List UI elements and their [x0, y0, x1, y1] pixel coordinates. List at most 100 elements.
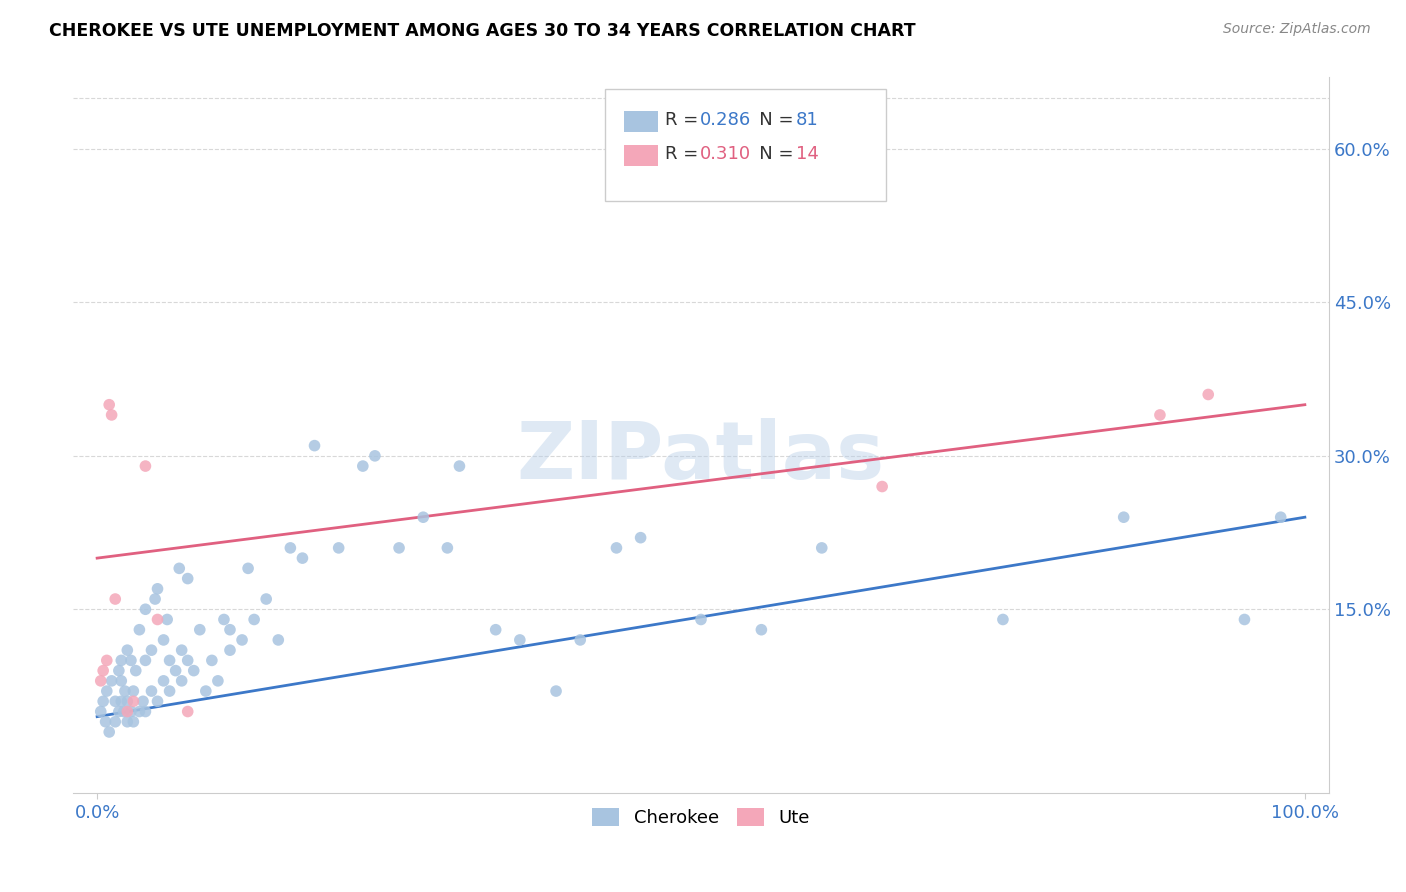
- Point: [1112, 510, 1135, 524]
- Point: [165, 664, 187, 678]
- Point: [146, 582, 169, 596]
- Point: [201, 653, 224, 667]
- Point: [167, 561, 190, 575]
- Point: [110, 673, 132, 688]
- Point: [605, 541, 627, 555]
- Text: 0.286: 0.286: [700, 112, 751, 129]
- Point: [412, 510, 434, 524]
- Point: [104, 714, 127, 729]
- Point: [304, 439, 326, 453]
- Point: [152, 673, 174, 688]
- Point: [388, 541, 411, 555]
- Legend: Cherokee, Ute: Cherokee, Ute: [585, 801, 817, 834]
- Point: [236, 561, 259, 575]
- Point: [1270, 510, 1292, 524]
- Point: [143, 592, 166, 607]
- Point: [141, 643, 163, 657]
- Point: [219, 643, 242, 657]
- Text: Source: ZipAtlas.com: Source: ZipAtlas.com: [1223, 22, 1371, 37]
- Point: [207, 673, 229, 688]
- Point: [117, 694, 139, 708]
- Point: [134, 705, 156, 719]
- Point: [991, 612, 1014, 626]
- Text: R =: R =: [665, 145, 704, 163]
- Point: [100, 673, 122, 688]
- Text: N =: N =: [742, 145, 800, 163]
- Point: [100, 408, 122, 422]
- Point: [291, 551, 314, 566]
- Point: [146, 694, 169, 708]
- Point: [128, 623, 150, 637]
- Point: [231, 632, 253, 647]
- Point: [485, 623, 508, 637]
- Point: [120, 705, 142, 719]
- Point: [159, 684, 181, 698]
- Point: [569, 632, 592, 647]
- Point: [177, 653, 200, 667]
- Point: [183, 664, 205, 678]
- Point: [170, 673, 193, 688]
- Point: [112, 705, 135, 719]
- Point: [1233, 612, 1256, 626]
- Point: [170, 643, 193, 657]
- Point: [108, 664, 131, 678]
- Point: [177, 572, 200, 586]
- Point: [449, 459, 471, 474]
- Point: [152, 632, 174, 647]
- Point: [134, 459, 156, 474]
- Point: [177, 705, 200, 719]
- Text: 81: 81: [796, 112, 818, 129]
- Point: [134, 602, 156, 616]
- Point: [751, 623, 773, 637]
- Point: [90, 673, 112, 688]
- Point: [219, 623, 242, 637]
- Point: [630, 531, 652, 545]
- Point: [364, 449, 387, 463]
- Point: [91, 664, 114, 678]
- Point: [122, 694, 145, 708]
- Text: ZIPatlas: ZIPatlas: [517, 417, 886, 496]
- Point: [544, 684, 567, 698]
- Point: [509, 632, 531, 647]
- Point: [267, 632, 290, 647]
- Point: [122, 714, 145, 729]
- Point: [194, 684, 217, 698]
- Point: [132, 694, 155, 708]
- Point: [254, 592, 277, 607]
- Point: [98, 725, 121, 739]
- Point: [1149, 408, 1171, 422]
- Point: [810, 541, 832, 555]
- Point: [159, 653, 181, 667]
- Point: [352, 459, 374, 474]
- Text: 14: 14: [796, 145, 818, 163]
- Point: [90, 705, 112, 719]
- Point: [120, 653, 142, 667]
- Point: [870, 479, 893, 493]
- Point: [134, 653, 156, 667]
- Point: [117, 705, 139, 719]
- Point: [146, 612, 169, 626]
- Point: [94, 714, 117, 729]
- Point: [110, 653, 132, 667]
- Point: [436, 541, 458, 555]
- Point: [1197, 387, 1219, 401]
- Point: [104, 592, 127, 607]
- Point: [128, 705, 150, 719]
- Point: [280, 541, 302, 555]
- Point: [125, 664, 148, 678]
- Point: [122, 684, 145, 698]
- Point: [328, 541, 350, 555]
- Point: [141, 684, 163, 698]
- Point: [188, 623, 211, 637]
- Point: [117, 714, 139, 729]
- Text: CHEROKEE VS UTE UNEMPLOYMENT AMONG AGES 30 TO 34 YEARS CORRELATION CHART: CHEROKEE VS UTE UNEMPLOYMENT AMONG AGES …: [49, 22, 915, 40]
- Point: [117, 643, 139, 657]
- Point: [91, 694, 114, 708]
- Text: 0.310: 0.310: [700, 145, 751, 163]
- Text: R =: R =: [665, 112, 704, 129]
- Point: [96, 653, 118, 667]
- Point: [96, 684, 118, 698]
- Point: [108, 705, 131, 719]
- Point: [212, 612, 235, 626]
- Point: [114, 684, 136, 698]
